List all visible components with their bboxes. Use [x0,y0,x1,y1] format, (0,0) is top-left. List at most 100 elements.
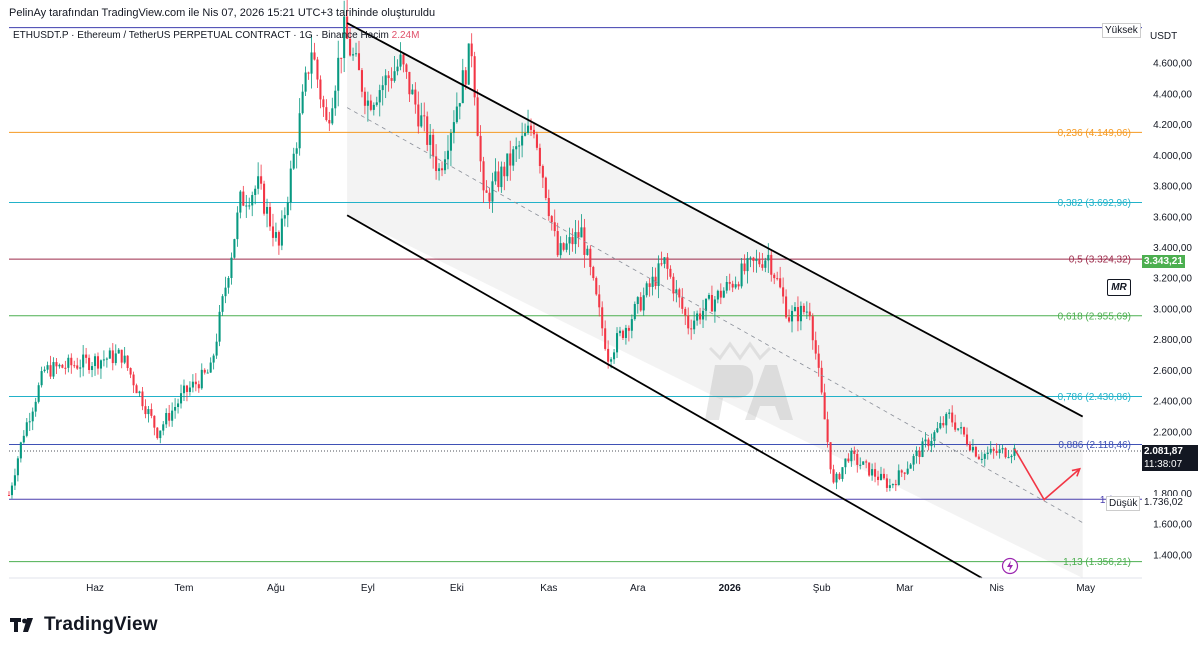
candle-body [529,125,533,130]
candle-body [144,406,147,415]
candle-body [372,104,375,110]
candle-body [245,205,248,207]
y-tick-label: 4.600,00 [1153,59,1192,70]
candle-body [788,317,791,322]
channel-line-upper [346,22,1084,418]
watermark-logo [705,341,793,420]
candle-body [150,409,153,416]
y-tick-label: 2.800,00 [1153,335,1192,346]
x-tick-label: May [1076,583,1095,594]
candle-body [343,16,346,59]
candle-body [515,146,518,150]
candle-body [280,218,283,246]
candle-body [283,215,286,219]
candle-body [633,304,636,320]
candle-body [458,103,461,107]
candle-body [746,258,749,272]
symbol-legend[interactable]: ETHUSDT.P · Ethereum / TetherUS PERPETUA… [13,30,419,41]
candle-body [426,116,429,145]
candle-body [369,100,372,110]
candle-body [479,135,482,162]
candle-body [162,424,165,431]
candle-body [292,153,295,169]
mr-badge[interactable]: MR [1107,279,1131,296]
candle-body [328,120,331,124]
candle-body [236,212,239,240]
candle-body [248,205,251,207]
candle-body [28,421,31,423]
candle-body [55,362,58,367]
candle-body [853,450,856,454]
candle-body [690,328,693,330]
candle-body [553,222,556,232]
candle-body [99,360,102,369]
candle-body [909,464,912,469]
candle-body [963,427,966,435]
candle-body [868,462,871,476]
candle-body [85,354,88,358]
candle-body [793,307,797,311]
y-tick-labels: 1.400,001.600,001.800,002.000,002.200,00… [1153,59,1192,562]
candle-body [251,195,254,206]
lightning-icon[interactable] [1001,557,1019,575]
x-tick-label: Haz [86,583,104,594]
candle-body [675,289,678,294]
candle-body [707,294,711,299]
candle-body [191,381,194,388]
candle-body [260,176,263,184]
candle-body [346,16,349,39]
candle-body [313,52,316,60]
candle-body [666,257,669,269]
channel-line-lower [346,214,983,579]
x-tick-label: Eyl [361,583,375,594]
candle-body [992,448,995,451]
candle-body [971,447,974,451]
x-tick-label: Eki [450,583,464,594]
symbol-title[interactable]: ETHUSDT.P · Ethereum / TetherUS PERPETUA… [13,30,358,41]
currency-label: USDT [1150,31,1178,42]
candle-body [957,428,960,430]
candle-body [960,427,963,429]
candle-body [120,349,123,363]
candle-body [924,439,927,442]
candle-body [544,177,547,198]
candle-body [381,85,384,91]
low-price-label: 1.736,02 [1142,496,1185,509]
candle-body [165,412,168,425]
candle-body [547,197,550,217]
candle-body [325,107,328,121]
candle-body [865,461,868,463]
candle-body [76,365,79,369]
fib-05-price-marker: 3.343,21 [1142,255,1185,268]
candle-body [233,239,236,258]
candle-body [796,307,799,322]
candle-body [918,450,921,457]
candle-body [550,216,553,223]
candle-body [776,278,779,280]
y-tick-label: 2.600,00 [1153,366,1192,377]
brand[interactable]: TradingView [10,614,158,636]
candle-body [604,328,607,349]
candle-body [642,295,645,311]
descending-channel [346,22,1084,579]
candle-body [16,458,19,476]
candle-body [360,70,363,92]
candle-body [927,439,930,447]
price-scale[interactable]: 1.400,001.600,001.800,002.000,002.200,00… [1142,20,1200,578]
candle-body [598,294,601,308]
y-tick-label: 1.400,00 [1153,550,1192,561]
candle-body [862,461,865,465]
candle-body [209,362,212,373]
candle-body [188,387,191,392]
candle-body [49,365,52,377]
candle-body [117,349,120,354]
candle-body [785,296,788,318]
candle-body [19,442,22,459]
candle-body [357,53,361,71]
candle-body [968,444,972,451]
candle-body [266,206,269,214]
x-tick-label: Ara [630,583,646,594]
candle-body [274,232,277,238]
candle-body [734,284,737,288]
